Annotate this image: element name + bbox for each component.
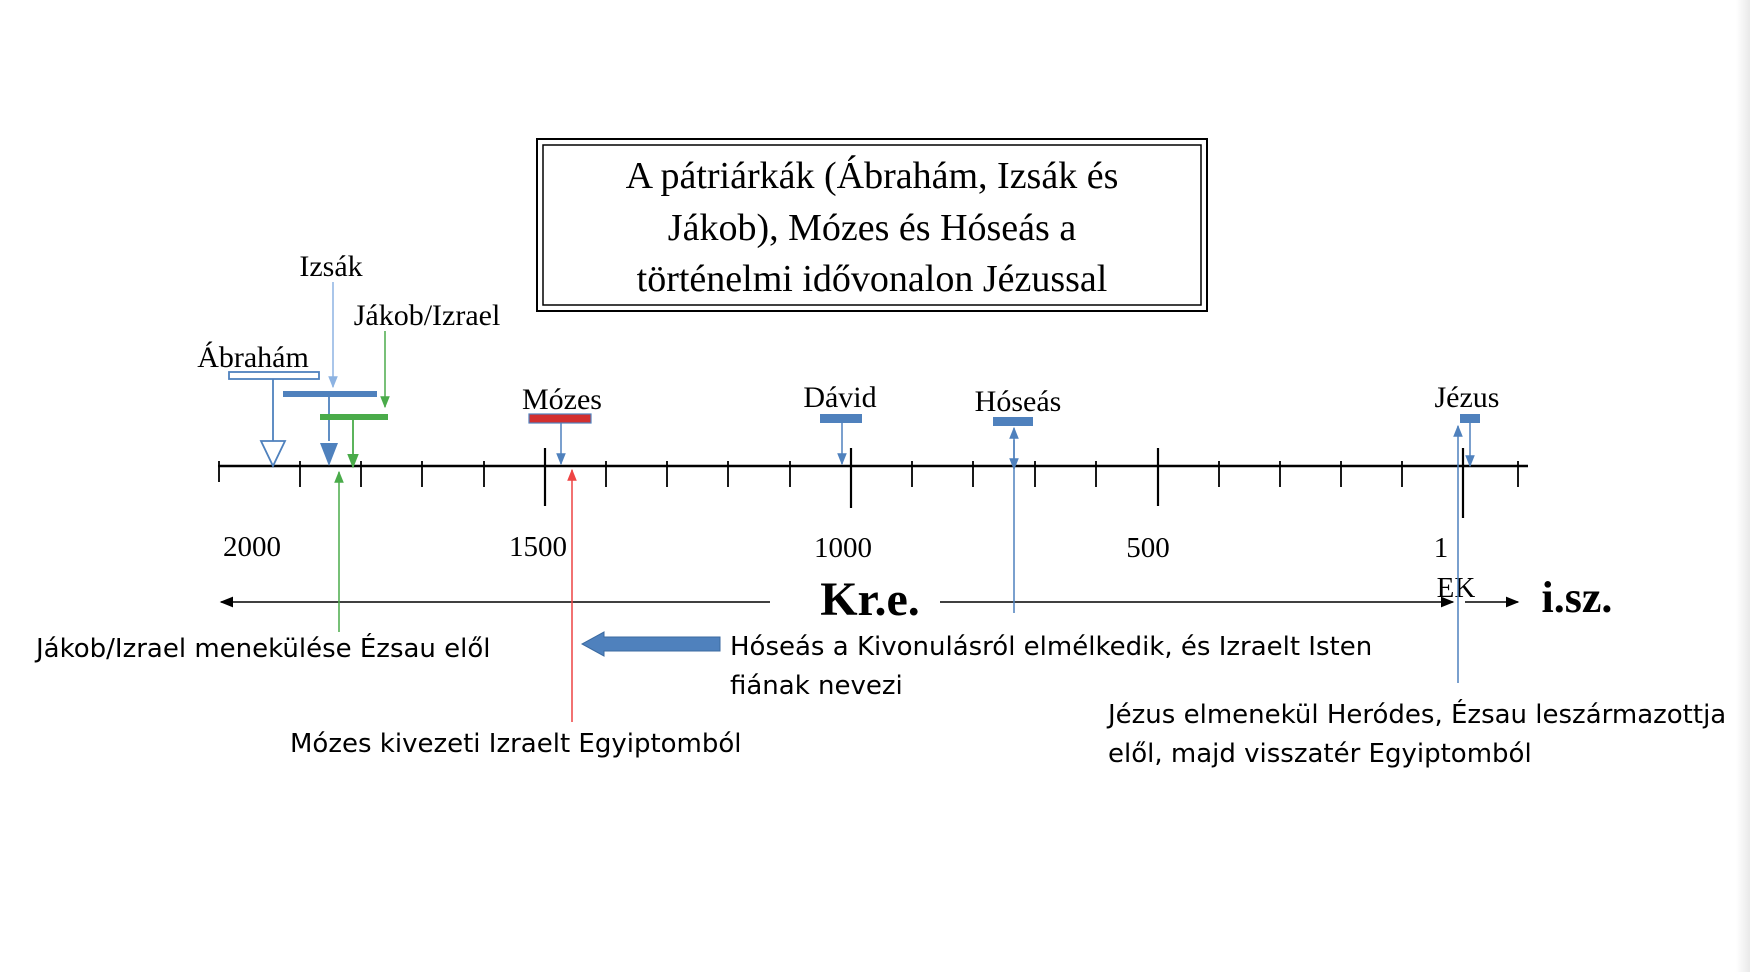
title-line-1: A pátriárkák (Ábrahám, Izsák és xyxy=(626,155,1119,197)
hoseas-marker: Hóseás xyxy=(975,385,1062,613)
tick-label-2000: 2000 xyxy=(223,531,281,563)
jezus-bar xyxy=(1460,414,1480,423)
jakob-marker: Jákob/Izrael xyxy=(320,299,501,469)
abraham-arrowhead xyxy=(259,440,287,469)
izsak-arrowhead xyxy=(320,443,338,466)
jakob-label: Jákob/Izrael xyxy=(354,299,501,332)
bc-label: Kr.e. xyxy=(820,573,920,626)
mozes-bar xyxy=(528,413,592,424)
abraham-marker: Ábrahám xyxy=(197,341,320,469)
izsak-bar xyxy=(283,391,377,397)
hoseas-text-line-1: Hóseás a Kivonulásról elmélkedik, és Izr… xyxy=(730,632,1372,662)
tick-label-1: 1 xyxy=(1434,532,1449,564)
jezus-marker: Jézus xyxy=(1435,381,1500,683)
tick-label-500: 500 xyxy=(1126,532,1170,564)
jesus-text-line-1: Jézus elmenekül Heródes, Ézsau leszármaz… xyxy=(1106,698,1726,730)
izsak-label: Izsák xyxy=(299,250,362,283)
ek-label: EK xyxy=(1437,572,1476,604)
window-edge xyxy=(1736,0,1750,972)
hoseas-label: Hóseás xyxy=(975,385,1062,418)
jesus-text-line-2: elől, majd visszatér Egyiptomból xyxy=(1108,739,1532,769)
david-marker: Dávid xyxy=(803,381,877,466)
exodus-text: Mózes kivezeti Izraelt Egyiptomból xyxy=(290,729,742,759)
jezus-label: Jézus xyxy=(1435,381,1500,414)
ad-label: i.sz. xyxy=(1542,573,1613,622)
title-line-2: Jákob), Mózes és Hóseás a xyxy=(668,207,1077,249)
hoseas-bar xyxy=(993,417,1033,426)
tick-label-1000: 1000 xyxy=(814,532,872,564)
david-label: Dávid xyxy=(803,381,876,414)
jakob-flight-text: Jákob/Izrael menekülése Ézsau elől xyxy=(34,632,491,664)
block-arrow-left xyxy=(580,631,721,657)
title-box: A pátriárkák (Ábrahám, Izsák és Jákob), … xyxy=(536,138,1208,312)
izsak-marker: Izsák xyxy=(283,250,377,466)
abraham-label: Ábrahám xyxy=(197,341,309,374)
abraham-bar xyxy=(228,371,320,380)
tick-label-1500: 1500 xyxy=(509,531,567,563)
mozes-label: Mózes xyxy=(522,383,602,416)
title-line-3: történelmi idővonalon Jézussal xyxy=(637,258,1108,300)
david-bar xyxy=(820,414,862,423)
mozes-marker: Mózes xyxy=(522,383,602,466)
timeline-axis xyxy=(218,448,1528,518)
jakob-bar xyxy=(320,414,388,420)
hoseas-text-line-2: fiának nevezi xyxy=(730,671,903,701)
